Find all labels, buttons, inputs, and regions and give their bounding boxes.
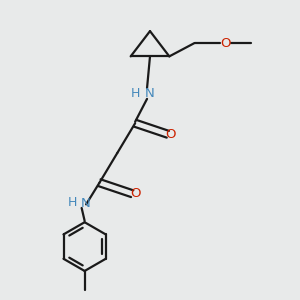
Text: N: N: [145, 87, 155, 100]
Text: H: H: [68, 196, 77, 208]
Text: N: N: [81, 197, 91, 210]
Text: O: O: [166, 128, 176, 141]
Text: O: O: [220, 37, 231, 50]
Text: H: H: [131, 87, 140, 100]
Text: O: O: [130, 187, 140, 200]
